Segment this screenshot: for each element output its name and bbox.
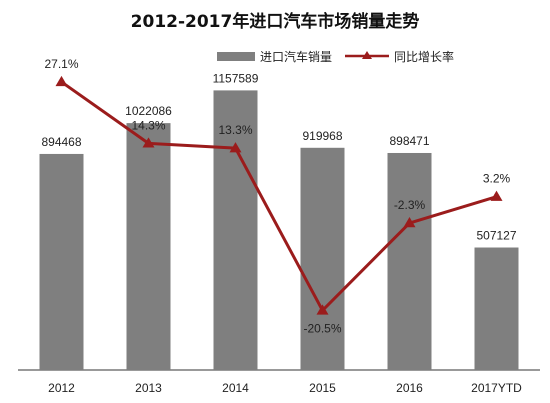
bar-2015 xyxy=(300,147,345,370)
x-tick-label: 2016 xyxy=(396,381,423,395)
growth-rate-label: 3.2% xyxy=(483,172,511,186)
growth-point-2013 xyxy=(142,137,155,148)
bar-value-label: 507127 xyxy=(476,229,516,243)
bar-2012 xyxy=(39,153,84,370)
x-tick-label: 2012 xyxy=(48,381,75,395)
x-tick-label: 2014 xyxy=(222,381,249,395)
x-tick-label: 2017YTD xyxy=(471,381,522,395)
growth-line xyxy=(60,80,497,312)
growth-point-2012 xyxy=(55,75,68,87)
x-tick-label: 2015 xyxy=(309,381,336,395)
bar-value-label: 894468 xyxy=(41,135,81,149)
x-tick-label: 2013 xyxy=(135,381,162,395)
legend-bar-swatch xyxy=(217,52,255,61)
growth-rate-label: 13.3% xyxy=(218,123,252,137)
growth-rate-label: -20.5% xyxy=(303,321,341,335)
bar-2017YTD xyxy=(474,247,519,370)
bar-labels-group: 894468 1022086 1157589 919968 898471 507127 xyxy=(41,71,516,242)
bar-value-label: 898471 xyxy=(389,134,429,148)
growth-rate-label: 27.1% xyxy=(44,57,78,71)
legend-line-label: 同比增长率 xyxy=(394,49,454,64)
bar-2014 xyxy=(213,90,258,370)
x-tick-labels-group: 2012 2013 2014 2015 2016 2017YTD xyxy=(48,381,522,395)
growth-point-2016 xyxy=(403,217,416,228)
bar-2013 xyxy=(126,123,171,370)
pct-labels-group: 27.1% 14.3% 13.3% -20.5% -2.3% 3.2% xyxy=(44,57,510,335)
growth-rate-label: 14.3% xyxy=(131,118,165,132)
growth-rate-label: -2.3% xyxy=(394,198,426,212)
growth-point-2014 xyxy=(229,142,242,153)
legend: 进口汽车销量 同比增长率 xyxy=(217,49,454,64)
bar-value-label: 919968 xyxy=(302,129,342,143)
bars-group xyxy=(39,90,519,370)
bar-value-label: 1157589 xyxy=(213,71,259,85)
bar-2016 xyxy=(387,152,432,370)
bar-value-label: 1022086 xyxy=(125,104,172,118)
growth-point-2015 xyxy=(316,304,329,315)
growth-line-group xyxy=(55,75,503,315)
legend-line-marker xyxy=(362,51,372,59)
chart-title: 2012-2017年进口汽车市场销量走势 xyxy=(131,11,420,32)
growth-point-2017YTD xyxy=(490,190,503,201)
legend-bar-label: 进口汽车销量 xyxy=(260,49,332,64)
